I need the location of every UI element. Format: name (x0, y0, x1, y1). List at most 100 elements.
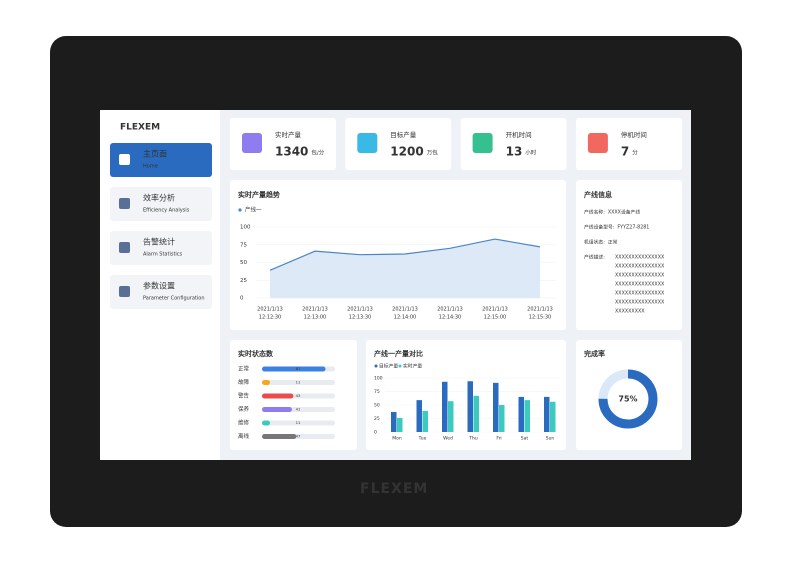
x-tick-label: 12:13:00 (304, 315, 326, 321)
status-value: 11 (296, 380, 301, 385)
x-tick-label: 2021/1/13 (482, 307, 508, 313)
status-value: 41 (296, 407, 301, 412)
menu-sub: Parameter Configuration (143, 296, 205, 302)
y-tick-label: 75 (374, 389, 380, 395)
x-tick-label: 2021/1/13 (527, 307, 553, 313)
x-tick-label: Sun (546, 436, 555, 442)
bar (544, 396, 550, 432)
status-value: 11 (296, 420, 301, 425)
kpi-unit: 万包 (427, 149, 439, 157)
menu-sub: Home (143, 164, 158, 170)
area (270, 239, 540, 298)
chart-title: 实时产量趋势 (238, 190, 280, 199)
info-label: 产线设备型号: (584, 224, 615, 231)
legend-label: 实时产量 (403, 363, 422, 370)
status-label: 警告 (238, 392, 250, 400)
menu-item[interactable] (110, 143, 212, 177)
chart-title: 产线一产量对比 (374, 349, 423, 358)
kpi-icon (472, 133, 493, 153)
bar (518, 396, 524, 432)
y-tick-label: 100 (240, 225, 251, 231)
kpi-label: 目标产量 (390, 130, 417, 139)
card (575, 118, 682, 170)
status-label: 正常 (238, 365, 250, 373)
x-tick-label: Thu (468, 436, 478, 442)
kpi-value: 1340 (275, 145, 308, 159)
menu-icon (119, 286, 130, 297)
kpi-unit: 包/分 (311, 149, 324, 157)
info-desc: XXXXXXXXXXXXXXX (615, 255, 665, 261)
info-label: 产线描述: (584, 254, 605, 261)
kpi-value: 13 (506, 145, 523, 159)
bar (467, 381, 473, 432)
bar (473, 395, 479, 432)
menu-item[interactable] (110, 231, 212, 265)
x-tick-label: 12:12:30 (259, 315, 281, 321)
kpi-label: 停机时间 (621, 130, 647, 139)
kpi-label: 实时产量 (275, 130, 302, 139)
bar (397, 417, 403, 432)
status-value: 87 (296, 366, 301, 371)
status-label: 离线 (238, 432, 250, 440)
legend-dot (374, 364, 378, 368)
x-tick-label: 2021/1/13 (257, 307, 283, 313)
y-tick-label: 25 (240, 278, 247, 284)
info-desc: XXXXXXXXXXXXXXX (615, 291, 665, 297)
x-tick-label: 2021/1/13 (392, 307, 418, 313)
donut-label: 75% (618, 395, 637, 404)
menu-item[interactable] (110, 275, 212, 309)
x-tick-label: 12:13:30 (349, 315, 371, 321)
menu-icon (119, 198, 130, 209)
legend-label: 目标产量 (379, 363, 398, 370)
info-label: 机组状态: (584, 239, 605, 246)
status-label: 维修 (238, 419, 250, 427)
status-value: 43 (296, 393, 301, 398)
info-value: FYYZ27-8281 (617, 225, 649, 231)
x-tick-label: Tue (418, 436, 427, 442)
info-desc: XXXXXXXXXXXXXXX (615, 300, 665, 306)
kpi-unit: 分 (632, 149, 638, 157)
status-label: 故障 (238, 378, 250, 386)
card-title: 完成率 (584, 349, 605, 358)
status-bar (262, 366, 326, 372)
x-tick-label: Sat (521, 436, 529, 442)
status-label: 保养 (238, 405, 250, 413)
info-desc: XXXXXXXXXXXXXXX (615, 273, 665, 279)
card (576, 180, 682, 330)
bar (499, 405, 505, 432)
menu-label: 参数设置 (143, 281, 175, 291)
card-title: 产线信息 (584, 190, 612, 199)
kpi-icon (242, 133, 262, 153)
legend-dot (398, 364, 402, 368)
x-tick-label: 12:15:00 (484, 315, 506, 321)
status-bar (262, 420, 271, 426)
kpi-icon (587, 133, 608, 153)
info-desc: XXXXXXXXXXXXXXX (615, 282, 665, 288)
menu-label: 效率分析 (143, 193, 175, 203)
card-title: 实时状态数 (238, 349, 274, 358)
bar (391, 412, 397, 432)
legend-dot (238, 208, 242, 212)
info-value: XXXX设备产线 (608, 209, 641, 216)
menu-item[interactable] (110, 187, 212, 221)
donut-arc (598, 369, 658, 429)
y-tick-label: 100 (374, 376, 383, 382)
bar (442, 381, 448, 432)
kpi-icon (357, 133, 378, 153)
menu-label: 告警统计 (143, 237, 175, 247)
status-bar (262, 380, 271, 385)
status-bar (262, 407, 292, 412)
bar (416, 400, 422, 432)
y-tick-label: 75 (240, 242, 247, 248)
x-tick-label: 2021/1/13 (347, 307, 373, 313)
bar (448, 401, 454, 432)
x-tick-label: 2021/1/13 (437, 307, 463, 313)
y-tick-label: 25 (374, 416, 380, 422)
info-value: 正常 (608, 239, 618, 246)
kpi-value: 7 (621, 145, 629, 159)
legend-label: 产线一 (245, 206, 262, 214)
x-tick-label: Mon (392, 436, 402, 442)
x-tick-label: 2021/1/13 (302, 307, 328, 313)
status-value: 47 (296, 434, 301, 439)
